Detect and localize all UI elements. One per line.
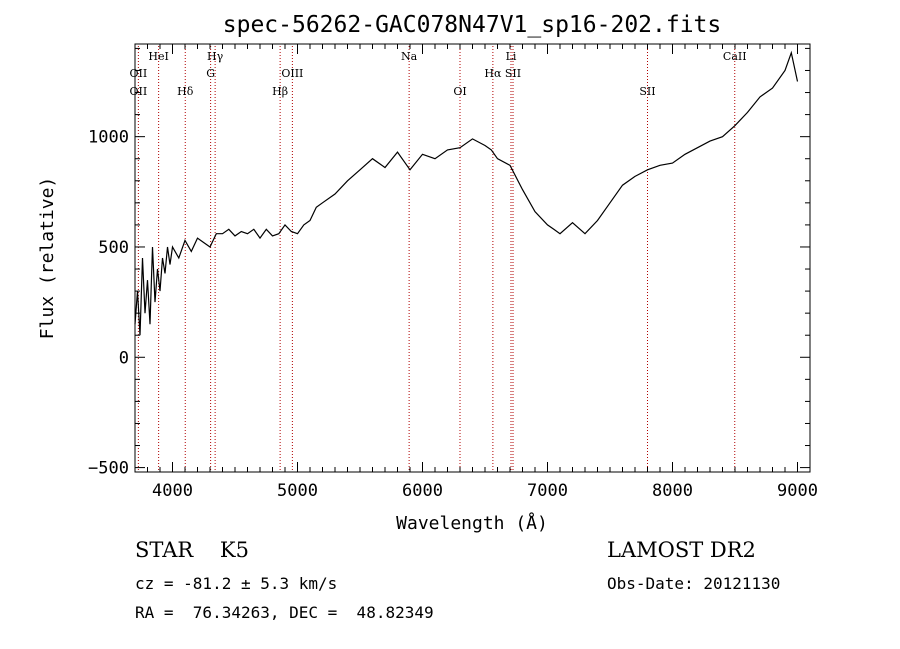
y-tick-label: 1000 [88, 128, 129, 148]
redshift-text: cz = -81.2 ± 5.3 km/s [135, 574, 338, 593]
marker-label: HeI [148, 50, 168, 63]
x-tick-label: 7000 [527, 481, 568, 501]
marker-label: OII [130, 67, 148, 80]
y-tick-label: 0 [119, 348, 129, 368]
marker-label: OI [453, 85, 466, 98]
survey-label: LAMOST DR2 [607, 538, 756, 562]
plot-frame [134, 43, 811, 473]
marker-label: OII [130, 85, 148, 98]
class-label: STAR K5 [135, 538, 249, 562]
marker-label: Na [401, 50, 418, 63]
marker-label: SII [639, 85, 655, 98]
marker-label: CaII [723, 50, 747, 63]
y-axis-label: Flux (relative) [37, 177, 58, 340]
x-tick-label: 4000 [152, 481, 193, 501]
x-tick-label: 9000 [777, 481, 818, 501]
x-tick-label: 5000 [277, 481, 318, 501]
y-tick-label: −500 [88, 459, 129, 479]
spectrum-line [134, 50, 799, 336]
x-tick-label: 6000 [402, 481, 443, 501]
marker-label: Li [506, 50, 517, 63]
marker-label: OIII [281, 67, 303, 80]
y-axis: −500 0 500 1000 [88, 47, 810, 479]
x-tick-label: 8000 [652, 481, 693, 501]
y-tick-label: 500 [98, 238, 129, 258]
marker-label: Hγ [207, 50, 224, 63]
marker-label: Hα [484, 67, 502, 80]
obs-date-text: Obs-Date: 20121130 [607, 574, 781, 593]
ra-dec-text: RA = 76.34263, DEC = 48.82349 [135, 603, 434, 622]
x-axis: 4000 5000 6000 7000 8000 9000 [134, 44, 818, 501]
marker-label: SII [505, 67, 521, 80]
x-axis-label: Wavelength (Å) [396, 512, 548, 534]
marker-label: Hβ [272, 85, 288, 98]
marker-label: G [206, 67, 215, 80]
chart-title: spec-56262-GAC078N47V1_sp16-202.fits [223, 12, 722, 38]
marker-label: Hδ [177, 85, 194, 98]
